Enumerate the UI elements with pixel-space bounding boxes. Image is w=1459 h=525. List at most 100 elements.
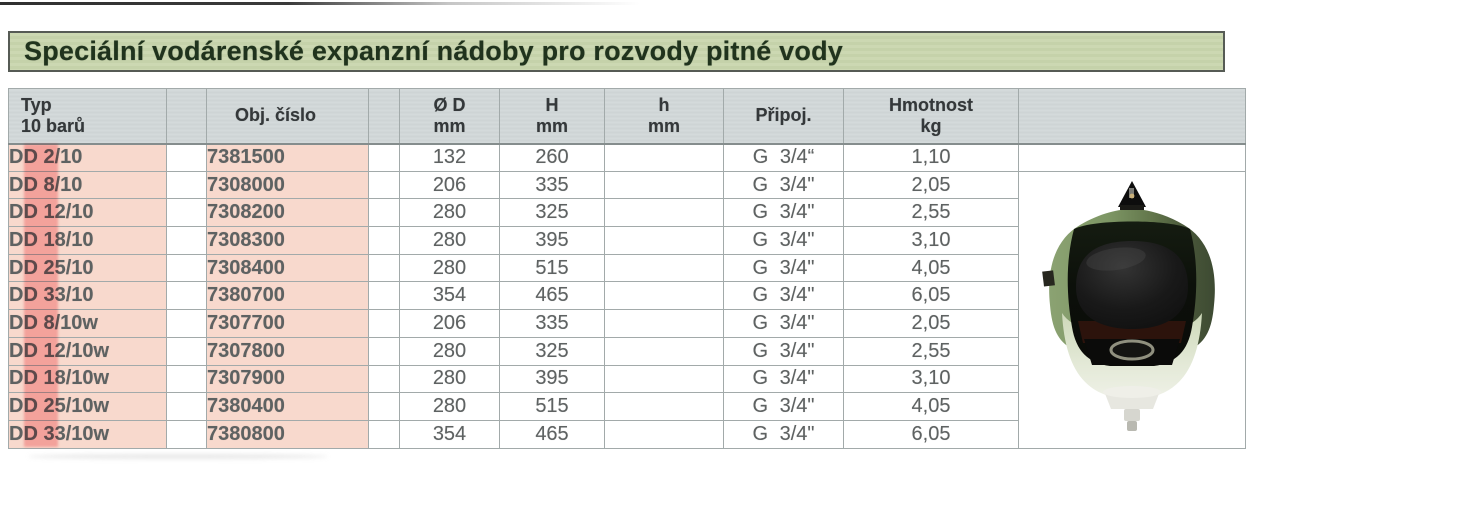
title-bar: Speciální vodárenské expanzní nádoby pro… [8,31,1225,72]
col-header-typ: Typ 10 barů [8,88,167,145]
gap-cell [368,392,400,421]
cell-h [604,170,724,200]
cell-obj-number: 7307700 [206,309,369,338]
cell-connection: G 3/4" [723,253,844,283]
cell-h [604,336,724,366]
table-row: DD 12/10 7308200 280 325 G 3/4" 2,55 [8,198,1246,228]
cell-height: 395 [499,226,605,255]
cell-height: 335 [499,309,605,338]
cell-h [604,143,724,172]
cell-connection: G 3/4" [723,309,844,338]
cell-height: 325 [499,198,605,228]
cell-typ: DD 12/10w [8,336,167,366]
cell-height: 465 [499,281,605,311]
cell-height: 325 [499,336,605,366]
cell-h [604,198,724,228]
spec-table: Typ 10 barů Obj. číslo Ø D mm H mm h mm … [8,88,1246,449]
cell-h [604,253,724,283]
page-title: Speciální vodárenské expanzní nádoby pro… [24,36,843,66]
cell-connection: G 3/4" [723,281,844,311]
cell-typ: DD 33/10 [8,281,167,311]
col-header-diameter: Ø D mm [399,88,500,145]
cell-weight: 2,55 [843,198,1019,228]
col-header-obj: Obj. číslo [206,88,369,145]
cell-connection: G 3/4“ [723,143,844,172]
cell-obj-number: 7308200 [206,198,369,228]
cell-h [604,281,724,311]
gap-cell [368,170,400,200]
gap-cell [166,309,207,338]
table-row: DD 25/10 7308400 280 515 G 3/4" 4,05 [8,253,1246,283]
cell-obj-number: 7381500 [206,143,369,172]
cell-weight: 2,05 [843,170,1019,200]
gap-cell [166,392,207,421]
col-header-gap2 [368,88,400,145]
cell-diameter: 280 [399,336,500,366]
gap-cell [166,253,207,283]
gap-cell [166,143,207,172]
cell-weight: 6,05 [843,281,1019,311]
cell-diameter: 354 [399,281,500,311]
cell-weight: 3,10 [843,226,1019,255]
gap-cell [368,419,400,449]
col-header-gap1 [166,88,207,145]
gap-cell [368,198,400,228]
cell-typ: DD 12/10 [8,198,167,228]
cell-typ: DD 8/10w [8,309,167,338]
gap-cell [368,253,400,283]
cell-obj-number: 7307800 [206,336,369,366]
cell-diameter: 280 [399,198,500,228]
cell-obj-number: 7380800 [206,419,369,449]
cell-obj-number: 7308400 [206,253,369,283]
cell-connection: G 3/4" [723,226,844,255]
gap-cell [368,143,400,172]
gap-cell [166,419,207,449]
gap-cell [368,364,400,394]
cell-connection: G 3/4" [723,170,844,200]
cell-h [604,364,724,394]
product-photo-cell [1018,170,1246,449]
gap-cell [166,226,207,255]
cell-typ: DD 33/10w [8,419,167,449]
cell-height: 395 [499,364,605,394]
cell-height: 515 [499,392,605,421]
gap-cell [166,198,207,228]
cell-diameter: 206 [399,170,500,200]
cell-h [604,309,724,338]
col-header-h: h mm [604,88,724,145]
cell-typ: DD 2/10 [8,143,167,172]
gap-cell [166,336,207,366]
cell-weight: 4,05 [843,392,1019,421]
cell-obj-number: 7380400 [206,392,369,421]
cell-h [604,392,724,421]
scan-artifact-line [0,2,640,5]
cell-height: 335 [499,170,605,200]
cell-obj-number: 7380700 [206,281,369,311]
cell-diameter: 206 [399,309,500,338]
col-header-height: H mm [499,88,605,145]
gap-cell [368,226,400,255]
cell-weight: 1,10 [843,143,1019,172]
cell-connection: G 3/4" [723,419,844,449]
col-header-connection: Připoj. [723,88,844,145]
cell-connection: G 3/4" [723,364,844,394]
cell-typ: DD 25/10 [8,253,167,283]
gap-cell [166,364,207,394]
table-row: DD 2/10 7381500 132 260 G 3/4“ 1,10 [8,143,1246,172]
cell-obj-number: 7308000 [206,170,369,200]
gap-cell [166,170,207,200]
cell-h [604,226,724,255]
cell-diameter: 354 [399,419,500,449]
expansion-vessel-cutaway-image [1042,180,1215,431]
cell-diameter: 280 [399,392,500,421]
scan-artifact-smudge [28,454,328,459]
cell-diameter: 280 [399,253,500,283]
cell-height: 515 [499,253,605,283]
cell-connection: G 3/4" [723,336,844,366]
cell-height: 260 [499,143,605,172]
cell-typ: DD 8/10 [8,170,167,200]
cell-typ: DD 18/10 [8,226,167,255]
cell-weight: 4,05 [843,253,1019,283]
cell-typ: DD 25/10w [8,392,167,421]
